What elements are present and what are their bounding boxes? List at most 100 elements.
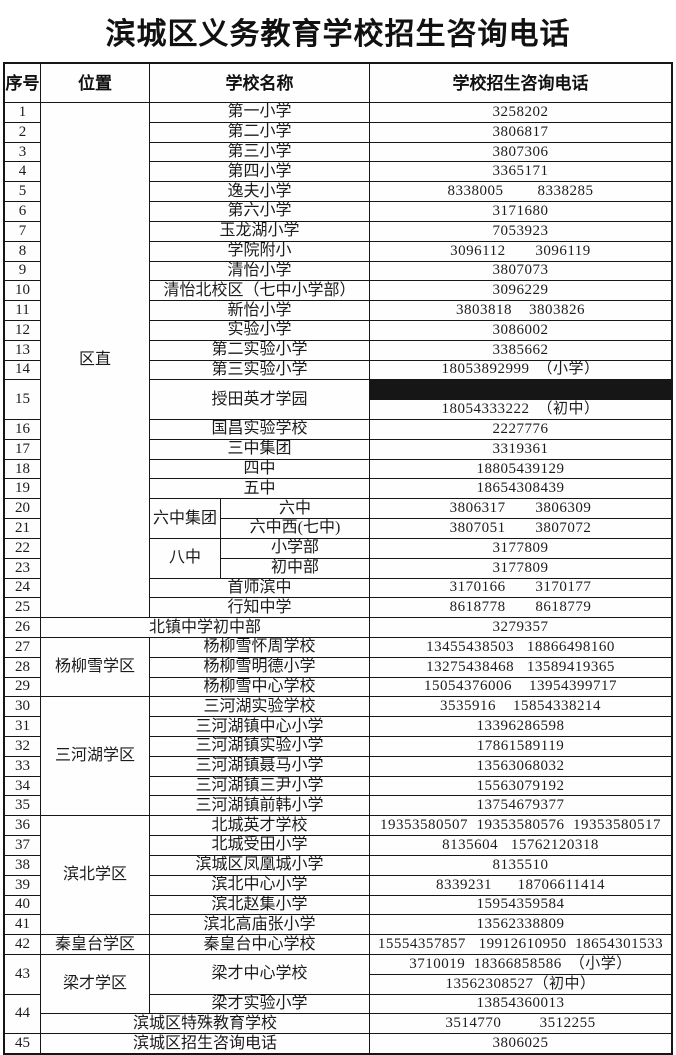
phone-cell: 13562308527（初中） <box>370 974 671 994</box>
school-name-cell: 滨北高庙张小学 <box>150 915 369 935</box>
school-name-cell: 梁才实验小学 <box>150 994 369 1014</box>
school-name-cell: 第三小学 <box>150 142 369 162</box>
school-name-cell: 北镇中学初中部 <box>41 618 369 637</box>
phone-cell: 3806817 <box>370 122 671 142</box>
seq-cell: 17 <box>5 439 40 459</box>
school-name-cell: 第二小学 <box>150 122 369 142</box>
page-title: 滨城区义务教育学校招生咨询电话 <box>105 18 571 51</box>
school-name-cell: 第四小学 <box>150 162 369 182</box>
header-cell: 位置 <box>41 64 149 102</box>
school-name-cell: 滨北中心小学 <box>150 875 369 895</box>
phone-cell: 3710019 18366858586 （小学） <box>370 954 671 974</box>
school-name-cell: 六中西(七中) <box>221 519 369 538</box>
school-name-cell: 三中集团 <box>150 439 369 459</box>
phone-cell: 15563079192 <box>370 776 671 796</box>
phone-directory-table: 序号 位置 学校名称 学校招生咨询电话 1 2 3 4 5 6 7 8 9 10 11 12 13 14 15 16 1… <box>3 62 673 1055</box>
seq-cell: 11 <box>5 301 40 320</box>
seq-cell: 34 <box>5 776 40 796</box>
school-name-cell: 三河湖镇聂马小学 <box>150 756 369 776</box>
location-cell: 三河湖学区 <box>41 697 149 816</box>
phone-cell: 3807051 3807072 <box>370 519 671 538</box>
seq-cell: 18 <box>5 459 40 479</box>
phone-cell: 3806025 <box>370 1034 671 1053</box>
phone-cell: 8339231 18706611414 <box>370 875 671 895</box>
seq-cell: 44 <box>5 994 40 1034</box>
phone-cell: 2227776 <box>370 420 671 439</box>
seq-cell: 23 <box>5 558 40 578</box>
location-cell: 区直 <box>41 103 149 618</box>
school-name-cell: 六中集团 <box>150 499 220 538</box>
seq-cell: 28 <box>5 657 40 677</box>
seq-cell: 38 <box>5 855 40 875</box>
seq-cell: 9 <box>5 261 40 281</box>
phone-cell: 8135510 <box>370 855 671 875</box>
phone-cell: 15554357857 19912610950 18654301533 <box>370 935 671 954</box>
title-bar: 滨城区义务教育学校招生咨询电话 <box>0 0 676 62</box>
phone-cell: 3177809 <box>370 558 671 578</box>
school-name-cell: 滨城区特殊教育学校 <box>41 1014 369 1034</box>
seq-cell: 20 <box>5 499 40 519</box>
school-name-cell: 三河湖镇实验小学 <box>150 737 369 756</box>
phone-cell: 13854360013 <box>370 994 671 1014</box>
phone-cell: 3514770 3512255 <box>370 1014 671 1034</box>
seq-cell: 5 <box>5 182 40 202</box>
school-name-cell: 秦皇台中心学校 <box>150 935 369 954</box>
phone-cell: 18054333222 （初中） <box>370 400 671 419</box>
seq-cell: 14 <box>5 360 40 380</box>
seq-cell: 42 <box>5 935 40 954</box>
phone-cell: 3806317 3806309 <box>370 499 671 519</box>
location-cell: 秦皇台学区 <box>41 935 149 954</box>
header-cell: 学校招生咨询电话 <box>370 64 671 102</box>
school-name-cell: 第六小学 <box>150 202 369 221</box>
phone-cell: 3171680 <box>370 202 671 221</box>
seq-cell: 3 <box>5 142 40 162</box>
school-name-cell: 逸夫小学 <box>150 182 369 202</box>
location-cell: 梁才学区 <box>41 954 149 1014</box>
school-name-cell: 授田英才学园 <box>150 380 369 419</box>
seq-cell: 19 <box>5 479 40 499</box>
school-name-cell: 杨柳雪中心学校 <box>150 677 369 697</box>
school-name-cell: 第二实验小学 <box>150 340 369 360</box>
location-cell: 滨北学区 <box>41 816 149 935</box>
seq-cell: 8 <box>5 241 40 261</box>
school-name-cell: 滨城区凤凰城小学 <box>150 855 369 875</box>
school-name-cell: 小学部 <box>221 538 369 558</box>
school-name-cell: 杨柳雪明德小学 <box>150 657 369 677</box>
seq-cell: 29 <box>5 677 40 697</box>
phone-cell: 3096229 <box>370 281 671 301</box>
phone-cell: 8135604 15762120318 <box>370 836 671 855</box>
phone-cell: 13754679377 <box>370 796 671 816</box>
school-name-cell: 第一小学 <box>150 103 369 122</box>
school-name-cell: 清怡小学 <box>150 261 369 281</box>
phone-cell: 3803818 3803826 <box>370 301 671 320</box>
seq-cell: 24 <box>5 578 40 598</box>
school-name-cell: 首师滨中 <box>150 578 369 598</box>
seq-cell: 43 <box>5 954 40 994</box>
header-cell: 学校名称 <box>150 64 369 102</box>
school-name-cell: 新怡小学 <box>150 301 369 320</box>
school-name-cell: 杨柳雪怀周学校 <box>150 637 369 657</box>
phone-cell: 18053892999 （小学） <box>370 360 671 380</box>
school-name-cell: 滨北赵集小学 <box>150 895 369 915</box>
phone-cell: 3177809 <box>370 538 671 558</box>
location-cell: 杨柳雪学区 <box>41 637 149 697</box>
seq-cell: 45 <box>5 1034 40 1053</box>
phone-cell: 3319361 <box>370 439 671 459</box>
seq-cell: 15 <box>5 380 40 419</box>
school-name-cell: 清怡北校区（七中小学部） <box>150 281 369 301</box>
school-name-cell: 第三实验小学 <box>150 360 369 380</box>
phone-cell: 3096112 3096119 <box>370 241 671 261</box>
seq-cell: 6 <box>5 202 40 221</box>
phone-cell: 17861589119 <box>370 737 671 756</box>
phone-cell: 13563068032 <box>370 756 671 776</box>
seq-cell: 41 <box>5 915 40 935</box>
seq-cell: 21 <box>5 519 40 538</box>
phone-cell: 3258202 <box>370 103 671 122</box>
header-cell: 序号 <box>5 64 40 102</box>
school-name-cell: 八中 <box>150 538 220 578</box>
seq-cell: 7 <box>5 221 40 241</box>
phone-cell: 3365171 <box>370 162 671 182</box>
phone-cell: 19353580507 19353580576 19353580517 <box>370 816 671 836</box>
phone-cell: 13275438468 13589419365 <box>370 657 671 677</box>
seq-cell: 2 <box>5 122 40 142</box>
